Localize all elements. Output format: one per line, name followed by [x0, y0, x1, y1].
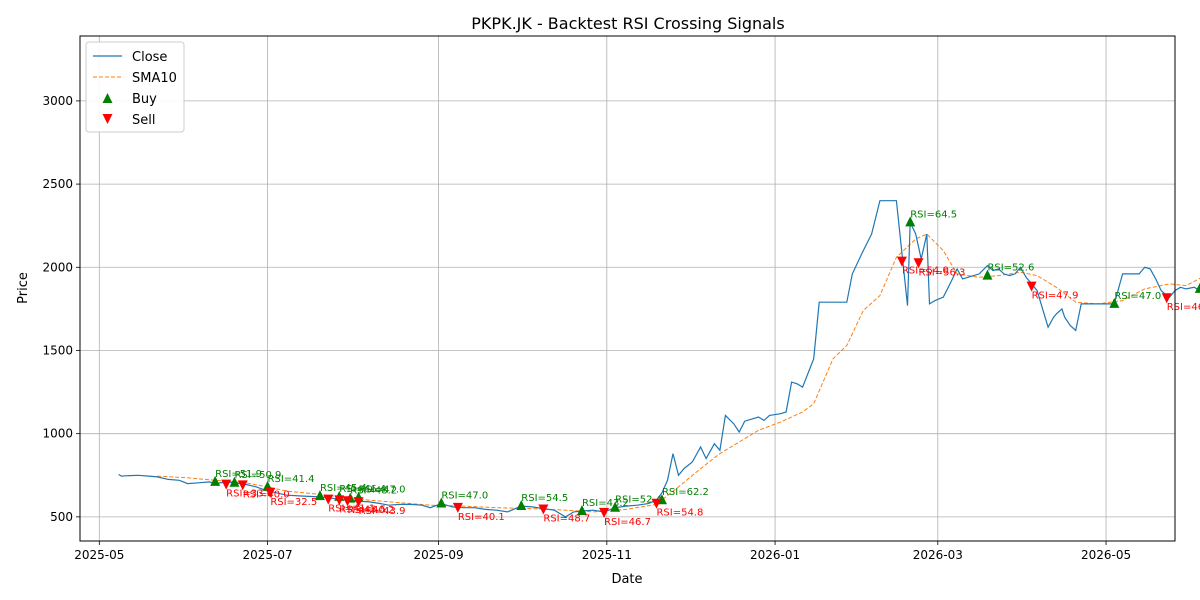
buy-signal-label: RSI=54.5 — [521, 493, 568, 504]
grid — [80, 36, 1175, 541]
close-series — [118, 200, 1200, 518]
buy-signal-label: RSI=48.2 — [350, 486, 397, 497]
buy-marker — [210, 475, 221, 486]
buy-signal-label: RSI=45.4 — [320, 483, 367, 494]
plot-background — [80, 36, 1175, 541]
chart-title: PKPK.JK - Backtest RSI Crossing Signals — [471, 14, 784, 33]
legend-box — [85, 41, 185, 133]
buy-signal-label: RSI=50.9 — [234, 470, 281, 481]
sell-marker — [599, 507, 610, 518]
sell-marker — [896, 256, 907, 267]
sell-marker — [221, 479, 232, 490]
legend-sma10-label: SMA10 — [132, 71, 177, 86]
buy-signal-label: RSI=52.6 — [987, 263, 1034, 274]
sell-signal-label: RSI=43.9 — [359, 506, 406, 517]
legend-sell-label: Sell — [132, 113, 155, 128]
buy-signal-label: RSI=47.0 — [359, 485, 406, 496]
x-tick-label: 2026-03 — [913, 548, 963, 562]
x-tick-label: 2026-01 — [750, 548, 800, 562]
sell-signal-label: RSI=46.7 — [604, 517, 651, 528]
sell-marker — [452, 502, 463, 513]
buy-marker — [516, 500, 527, 511]
sell-signal-label: RSI=46.6 — [1167, 302, 1200, 313]
sell-signal-label: RSI=48.7 — [543, 514, 590, 525]
sell-marker — [1026, 281, 1037, 292]
y-axis-label: Price — [16, 272, 31, 304]
plot-frame — [79, 35, 1176, 542]
y-tick-label: 1500 — [42, 343, 73, 357]
buy-marker — [229, 476, 240, 487]
buy-marker — [1109, 297, 1120, 308]
sell-signal-label: RSI=40.0 — [243, 489, 290, 500]
sell-signal-label: RSI=40.2 — [348, 505, 395, 516]
sell-marker — [353, 497, 364, 508]
sell-marker — [1161, 293, 1172, 304]
buy-signal-label: RSI=51.9 — [215, 469, 262, 480]
y-tick-label: 1000 — [42, 427, 73, 441]
buy-marker — [314, 490, 325, 501]
y-tick-label: 500 — [50, 510, 73, 524]
sma10-line — [157, 233, 1200, 513]
sell-marker — [265, 487, 276, 498]
buy-signal-label: RSI=52.4 — [615, 495, 662, 506]
sell-signal-label: RSI=54.0 — [902, 266, 949, 277]
buy-marker — [1194, 282, 1200, 293]
sma10-series — [157, 233, 1200, 513]
legend-buy-marker — [102, 93, 113, 103]
x-tick-label: 2025-11 — [582, 548, 632, 562]
sell-signal-label: RSI=32.5 — [270, 497, 317, 508]
y-tick-label: 2000 — [42, 260, 73, 274]
buy-signal-label: RSI=64.5 — [910, 209, 957, 220]
close-line — [118, 200, 1200, 518]
sell-marker — [538, 504, 549, 515]
legend-buy-label: Buy — [132, 92, 157, 107]
legend: Close SMA10 Buy Sell — [85, 41, 185, 133]
sell-signal-label: RSI=47.9 — [1032, 291, 1079, 302]
sell-signal-label: RSI=40.1 — [458, 512, 505, 523]
y-tick-label: 2500 — [42, 177, 73, 191]
buy-marker — [610, 501, 621, 512]
buy-signal-label: RSI=46.4 — [339, 484, 386, 495]
buy-signal-label: RSI=47.0 — [1114, 291, 1161, 302]
x-tick-label: 2025-09 — [413, 548, 463, 562]
sell-signal-label: RSI=56.3 — [918, 267, 965, 278]
y-axis: 500 1000 1500 2000 2500 3000 — [42, 94, 80, 524]
x-tick-label: 2026-05 — [1081, 548, 1131, 562]
buy-marker — [576, 505, 587, 516]
sell-marker — [651, 498, 662, 509]
x-axis: 2025-05 2025-07 2025-09 2025-11 2026-01 2026-… — [74, 541, 1131, 562]
sell-marker — [237, 480, 248, 491]
buy-marker — [982, 269, 993, 280]
sell-signal-label: RSI=43.5 — [339, 504, 386, 515]
buy-signal-label: RSI=47.0 — [441, 491, 488, 502]
buy-marker — [436, 497, 447, 508]
sell-signal-label: RSI=33.6 — [226, 489, 273, 500]
sell-marker — [342, 496, 353, 507]
buy-signal-label: RSI=43.2 — [582, 498, 629, 509]
sell-signal-label: RSI=41.1 — [328, 504, 375, 515]
sell-marker — [913, 258, 924, 269]
x-tick-label: 2025-07 — [242, 548, 292, 562]
buy-marker — [905, 216, 916, 227]
sell-signal-label: RSI=54.8 — [656, 508, 703, 519]
legend-close-label: Close — [132, 50, 167, 65]
legend-sell-marker — [102, 114, 113, 124]
sell-marker — [323, 494, 334, 505]
x-axis-label: Date — [611, 572, 642, 587]
buy-signal-label: RSI=41.4 — [268, 474, 315, 485]
x-tick-label: 2025-05 — [74, 548, 124, 562]
sell-marker — [334, 495, 345, 506]
y-tick-label: 3000 — [42, 94, 73, 108]
buy-signal-label: RSI=62.2 — [662, 487, 709, 498]
